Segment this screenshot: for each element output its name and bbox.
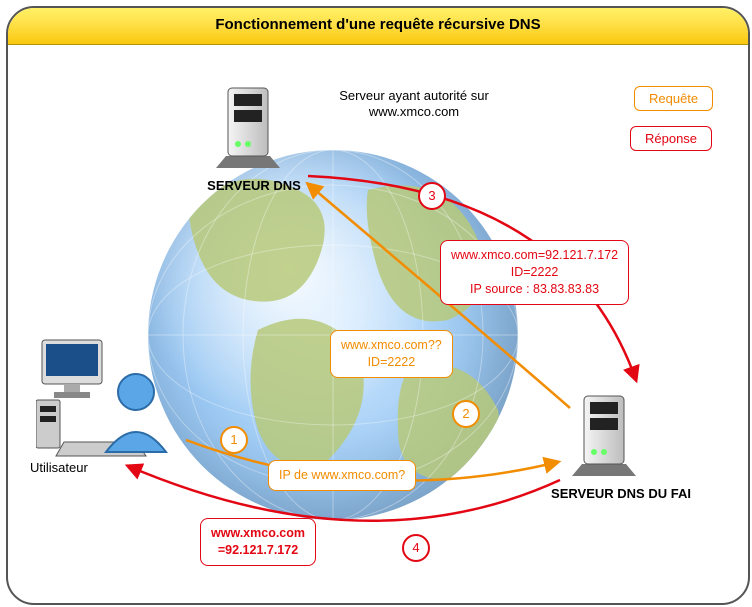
title-bar: Fonctionnement d'une requête récursive D… — [6, 6, 750, 45]
legend-response: Réponse — [630, 126, 712, 151]
user-icon — [36, 334, 186, 469]
msg-step-3: www.xmco.com=92.121.7.172 ID=2222 IP sou… — [440, 240, 629, 305]
user-label: Utilisateur — [30, 460, 120, 476]
auth-dns-server-icon — [208, 78, 298, 178]
isp-server-label: SERVEUR DNS DU FAI — [526, 486, 716, 502]
isp-dns-server-icon — [564, 386, 654, 486]
diagram-panel: Fonctionnement d'une requête récursive D… — [6, 6, 750, 605]
diagram-title: Fonctionnement d'une requête récursive D… — [215, 16, 540, 33]
auth-server-subtitle: Serveur ayant autorité sur www.xmco.com — [314, 88, 514, 121]
step-circle-3: 3 — [418, 182, 446, 210]
msg-step-4: www.xmco.com =92.121.7.172 — [200, 518, 316, 566]
step-circle-2: 2 — [452, 400, 480, 428]
auth-server-label: SERVEUR DNS — [184, 178, 324, 194]
step-circle-1: 1 — [220, 426, 248, 454]
msg-step-1: IP de www.xmco.com? — [268, 460, 416, 491]
step-circle-4: 4 — [402, 534, 430, 562]
msg-step-2: www.xmco.com?? ID=2222 — [330, 330, 453, 378]
legend-request: Requête — [634, 86, 713, 111]
